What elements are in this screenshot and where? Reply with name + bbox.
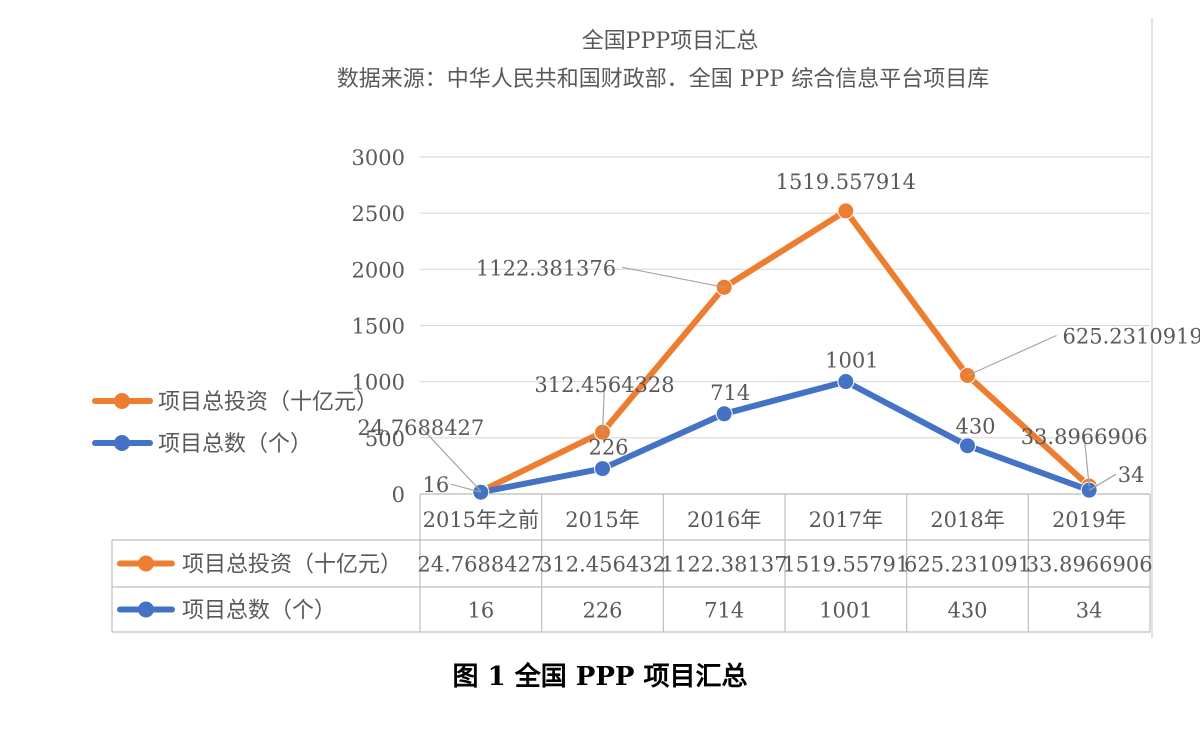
table-cell: 430 [947,599,987,623]
table-cell: 1519.55791 [782,553,909,577]
data-point [837,202,855,220]
label-leader [601,384,606,433]
data-label-count: 430 [955,415,995,439]
data-label-count: 226 [588,436,628,460]
data-label-investment: 312.4564328 [534,373,674,397]
legend-key-marker [114,435,130,451]
table-cell: 33.8966906 [1026,553,1153,577]
data-labels: 24.7688427 312.4564328 1122.381376 1519.557… [357,170,1200,497]
table-cell: 312.456432 [539,553,666,577]
table-cell: 16 [467,599,494,623]
chart-title: 全国PPP项目汇总 [582,29,758,54]
label-leader [622,266,725,288]
series-lines [472,202,1098,501]
series-line [477,207,1093,495]
series-line [477,378,1093,496]
label-leader [420,426,482,492]
table-cell: 34 [1076,599,1103,623]
x-tick-label: 2017年 [809,508,883,532]
table-cell: 625.231091 [904,553,1031,577]
x-tick-label: 2019年 [1052,508,1126,532]
data-label-investment: 625.2310919 [1063,324,1200,348]
figure-caption: 图 1 全国 PPP 项目汇总 [452,662,748,692]
table-cell: 1001 [819,599,872,623]
table-cell: 714 [704,599,744,623]
data-point [837,373,855,391]
chart-subtitle: 数据来源：中华人民共和国财政部．全国 PPP 综合信息平台项目库 [337,67,989,92]
label-leader [967,334,1057,377]
table-cell: 1122.38137 [661,553,788,577]
data-point [959,437,976,455]
data-label-count: 16 [422,473,449,497]
y-tick-label: 0 [392,483,405,507]
data-label-investment: 24.7688427 [357,416,484,440]
data-label-investment: 1519.557914 [776,170,916,194]
data-label-count: 34 [1118,463,1145,487]
label-leader [450,483,481,493]
data-point [715,405,733,423]
data-label-investment: 33.8966906 [1021,425,1148,449]
table-series-name: 项目总数（个） [182,599,336,624]
label-leader [1088,473,1117,491]
y-tick-label: 2500 [352,202,405,226]
label-leader [1083,436,1090,487]
y-tick-label: 1500 [352,315,405,339]
table-legend-key-marker [138,601,154,618]
table-cell: 226 [582,599,622,623]
x-tick-label: 2015年 [565,508,639,532]
table-legend-key-marker [138,555,154,572]
y-tick-label: 500 [365,427,405,451]
y-tick-label: 3000 [352,146,405,170]
data-label-count: 714 [710,381,750,405]
data-label-count: 1001 [825,349,878,373]
data-table: 2015年之前 2015年 2016年 2017年 2018年 2019年项目总投资（十亿… [111,493,1153,633]
legend-label: 项目总投资（十亿元） [158,390,378,415]
table-cell: 24.7688427 [417,553,544,577]
y-tick-label: 2000 [352,258,405,282]
legend-key-marker [114,393,130,409]
x-tick-label: 2016年 [687,508,761,532]
x-tick-label: 2015年之前 [423,508,539,532]
data-label-investment: 1122.381376 [476,256,616,280]
legend: 项目总投资（十亿元） 项目总数（个） [92,390,378,457]
y-axis-ticks: 0 500 1000 1500 2000 2500 3000 [352,146,405,507]
table-series-name: 项目总投资（十亿元） [182,553,402,578]
legend-label: 项目总数（个） [158,432,312,457]
x-tick-label: 2018年 [930,508,1004,532]
data-point [594,460,611,478]
y-tick-label: 1000 [352,371,405,395]
